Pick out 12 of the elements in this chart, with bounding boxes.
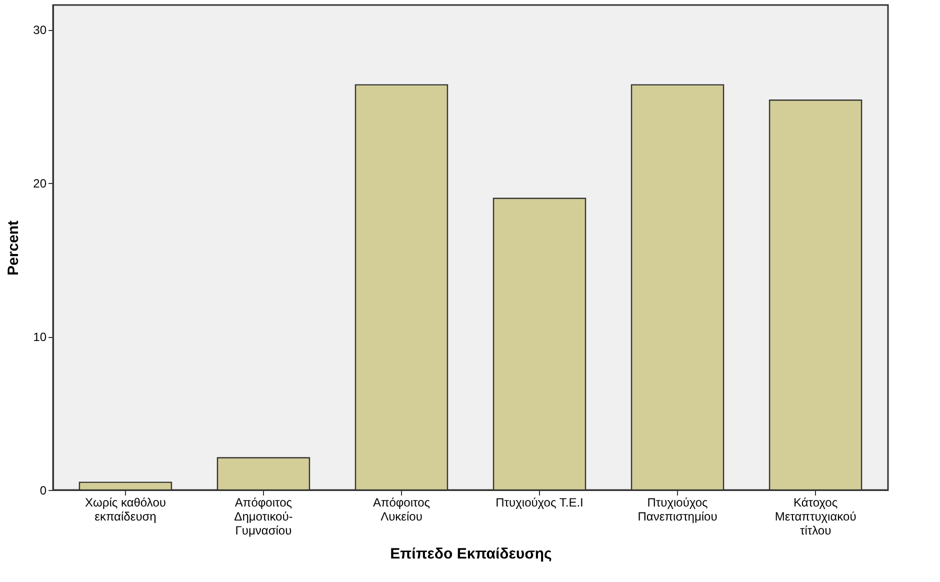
y-tick-label: 10 [33,330,47,344]
x-tick-label: Κάτοχος Μεταπτυχιακού τίτλου [774,496,856,538]
y-axis-title: Percent [5,220,22,276]
x-tick-label: Απόφοιτος Δημοτικού- Γυμνασίου [234,496,293,538]
y-tick-label: 0 [40,484,47,498]
y-tick-label: 30 [33,23,47,38]
y-tick-label: 20 [33,176,47,191]
x-tick-label: Απόφοιτος Λυκείου [372,496,430,524]
x-axis-title: Επίπεδο Εκπαίδευσης [390,546,552,562]
x-tick-label: Χωρίς καθόλου εκπαίδευση [84,496,166,524]
x-tick-label: Πτυχιούχος Τ.Ε.Ι [496,496,584,510]
x-tick-label: Πτυχιούχος Πανεπιστημίου [638,496,718,524]
